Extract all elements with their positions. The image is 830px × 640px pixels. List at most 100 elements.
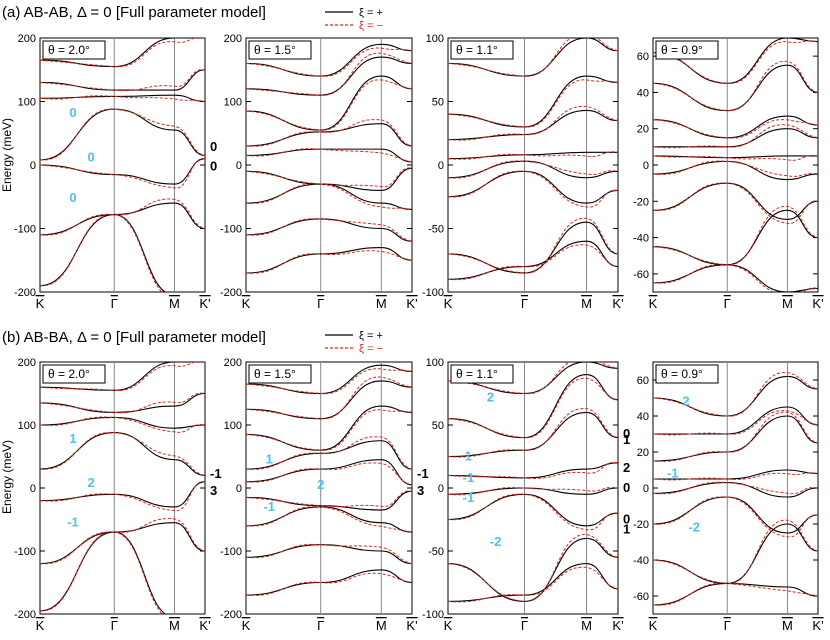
y-tick-label: 50 <box>432 420 444 432</box>
legend-plus-label: ξ = + <box>359 330 383 342</box>
band-xi-minus <box>246 436 412 470</box>
band-xi-minus <box>653 582 818 606</box>
band-xi-minus <box>653 496 818 538</box>
band-xi-minus <box>246 490 412 508</box>
y-tick-label: 20 <box>637 447 649 459</box>
band-xi-minus <box>448 408 618 458</box>
x-tick-label: K <box>444 618 453 633</box>
band-xi-plus <box>653 264 818 292</box>
band-xi-minus <box>246 572 412 596</box>
band-xi-minus <box>246 409 412 451</box>
band-xi-plus <box>448 170 618 204</box>
x-tick-label: M <box>782 618 793 633</box>
side-chern-label: 0 <box>623 480 630 495</box>
chern-number: 1 <box>465 449 472 464</box>
side-chern-label: 2 <box>623 460 630 475</box>
band-xi-minus <box>246 52 412 96</box>
x-tick-label: Γ <box>521 618 528 633</box>
y-tick-label: -40 <box>633 233 649 245</box>
chern-number: -2 <box>688 520 700 535</box>
band-xi-minus <box>40 214 163 292</box>
y-tick-label: -40 <box>633 555 649 567</box>
band-xi-minus <box>246 167 412 188</box>
band-xi-plus <box>653 64 818 112</box>
band-xi-plus <box>653 128 818 148</box>
legend-plus-label: ξ = + <box>359 7 383 19</box>
band-xi-plus <box>40 108 205 161</box>
y-tick-label: 50 <box>432 97 444 109</box>
chern-number: -1 <box>463 470 475 485</box>
band-xi-plus <box>246 56 412 96</box>
x-tick-label: Γ <box>111 296 118 311</box>
band-xi-plus <box>246 148 412 163</box>
band-xi-minus <box>246 543 412 565</box>
y-tick-label: 200 <box>18 357 36 369</box>
y-tick-label: 100 <box>426 357 444 369</box>
band-xi-minus <box>40 362 205 391</box>
y-tick-label: -200 <box>14 609 36 621</box>
band-xi-minus <box>653 60 818 112</box>
band-xi-plus <box>246 246 412 274</box>
band-xi-minus <box>448 461 618 479</box>
chern-number: -1 <box>463 490 475 505</box>
x-tick-label: M <box>376 618 387 633</box>
band-xi-minus <box>448 151 618 160</box>
legend-minus-label: ξ = − <box>359 20 383 32</box>
band-xi-minus <box>246 47 412 77</box>
y-tick-label: -100 <box>220 546 242 558</box>
band-xi-plus <box>40 213 167 292</box>
x-tick-label: K <box>444 296 453 311</box>
y-tick-label: 0 <box>643 483 649 495</box>
theta-label: θ = 1.1° <box>456 43 498 57</box>
x-tick-label: K <box>649 618 658 633</box>
y-tick-label: -200 <box>14 287 36 299</box>
y-tick-label: 100 <box>224 420 242 432</box>
band-xi-minus <box>653 472 818 481</box>
x-tick-label: K <box>242 296 251 311</box>
side-chern-label: 3 <box>210 483 217 498</box>
side-chern-label: -1 <box>417 466 429 481</box>
x-tick-label: K' <box>406 618 417 633</box>
theta-label: θ = 1.5° <box>254 367 296 381</box>
theta-label-box <box>248 364 312 384</box>
x-tick-label: M <box>169 618 180 633</box>
x-tick-label: K' <box>612 296 623 311</box>
row-b-title: (b) AB-BA, Δ = 0 [Full parameter model] <box>2 329 266 346</box>
band-xi-minus <box>653 154 818 161</box>
chern-number: 2 <box>682 394 689 409</box>
y-tick-label: 200 <box>224 357 242 369</box>
band-xi-plus <box>246 490 412 511</box>
y-tick-label: 0 <box>438 483 444 495</box>
y-tick-label: 0 <box>438 160 444 172</box>
y-tick-label: 60 <box>637 51 649 63</box>
x-tick-label: Γ <box>724 296 731 311</box>
x-tick-label: K <box>36 618 45 633</box>
band-xi-minus <box>246 250 412 274</box>
panel-frame <box>652 37 819 293</box>
band-xi-minus <box>246 148 412 163</box>
band-xi-plus <box>448 374 618 439</box>
band-xi-plus <box>653 406 818 435</box>
panel-frame <box>245 361 413 615</box>
band-xi-minus <box>653 206 818 266</box>
theta-label-box <box>42 364 106 384</box>
band-xi-minus <box>448 217 618 274</box>
band-xi-minus <box>448 377 618 439</box>
band-xi-minus <box>653 481 818 495</box>
band-xi-minus <box>448 244 618 281</box>
band-xi-minus <box>653 40 818 84</box>
x-tick-label: K' <box>406 296 417 311</box>
y-tick-label: -50 <box>428 224 444 236</box>
y-tick-label: 100 <box>18 97 36 109</box>
band-xi-minus <box>40 198 205 236</box>
band-xi-minus <box>40 69 205 92</box>
y-tick-label: 40 <box>637 411 649 423</box>
chern-number: 2 <box>88 475 95 490</box>
band-xi-minus <box>40 432 205 476</box>
x-tick-label: Γ <box>317 296 324 311</box>
band-xi-minus <box>653 160 818 177</box>
y-tick-label: 200 <box>224 33 242 45</box>
side-chern-label: 3 <box>417 483 424 498</box>
theta-label: θ = 1.1° <box>456 367 498 381</box>
x-tick-label: K <box>36 296 45 311</box>
